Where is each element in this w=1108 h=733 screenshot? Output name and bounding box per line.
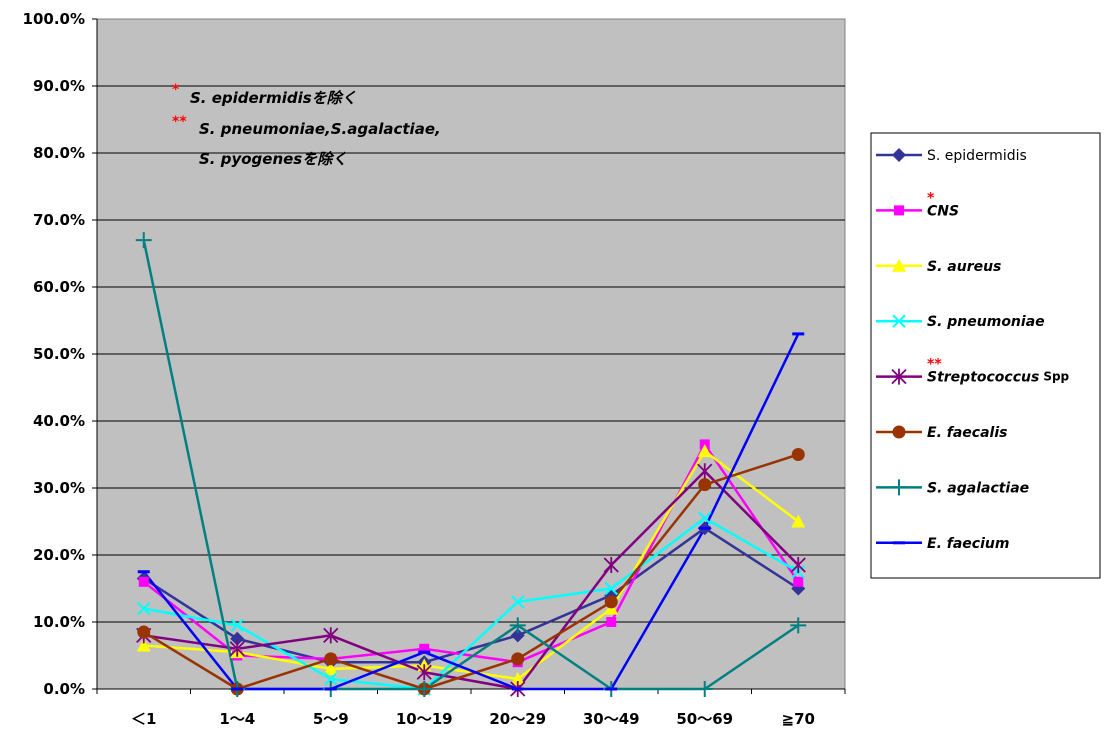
legend-label: Streptococcus [927, 370, 1039, 386]
data-point-3-6 [698, 511, 712, 525]
x-tick-label: 5～9 [313, 710, 349, 728]
data-point-6-4 [509, 617, 526, 634]
legend-suffix: Spp [1043, 370, 1069, 384]
legend-marker [892, 314, 906, 328]
annotation-1-text: S. epidermidisを除く [190, 89, 357, 107]
annotation-block: * S. epidermidisを除く ** S. pneumoniae,S.a… [172, 82, 441, 168]
data-point-5-5 [604, 595, 618, 609]
annotation-3-text: S. pyogenesを除く [199, 150, 347, 168]
y-axis: 0.0% 10.0% 20.0% 30.0% 40.0% 50.0% 60.0% 70.0% 8… [23, 10, 98, 698]
data-point-5-7 [791, 448, 805, 461]
x-tick-label: 1～4 [219, 710, 255, 728]
series-line-4 [143, 470, 800, 691]
data-point-3-1 [230, 618, 244, 633]
legend-label: S. aureus [927, 259, 1001, 275]
x-tick-label: 50～69 [676, 710, 733, 728]
data-point-0-1 [230, 631, 245, 646]
data-point-4-1 [229, 640, 245, 657]
data-point-1-0 [138, 576, 149, 587]
data-point-1-5 [606, 617, 617, 627]
y-tick-label: 20.0% [33, 546, 85, 564]
y-tick-label: 70.0% [33, 211, 85, 229]
x-tick-label: 20～29 [489, 710, 546, 728]
y-tick-label: 60.0% [33, 278, 85, 296]
series-markers [135, 232, 807, 697]
y-tick-label: 80.0% [33, 144, 85, 162]
x-tick-label: ≧70 [782, 710, 815, 728]
data-point-1-3 [419, 643, 430, 654]
legend-label: S. agalactiae [927, 480, 1029, 496]
data-point-5-0 [137, 625, 151, 639]
legend-label: E. faecium [927, 536, 1009, 552]
series-line-0 [143, 526, 799, 664]
series-line-7 [142, 333, 800, 691]
data-point-2-6 [697, 444, 712, 458]
data-point-6-6 [696, 681, 713, 697]
y-tick-label: 0.0% [43, 680, 85, 698]
data-point-5-4 [511, 652, 525, 666]
data-point-2-2 [323, 661, 338, 675]
data-point-4-7 [790, 557, 806, 574]
series-lines [142, 239, 800, 691]
x-tick-label: 10～19 [396, 710, 453, 728]
data-point-3-4 [511, 595, 525, 609]
data-point-6-7 [790, 617, 807, 634]
data-point-4-6 [697, 463, 713, 480]
data-point-2-4 [510, 671, 525, 685]
x-tick-label: ＜1 [131, 710, 156, 728]
annotation-2-mark: ** [172, 114, 187, 130]
data-point-3-0 [137, 601, 151, 616]
legend-marker [891, 479, 907, 496]
legend-marker [892, 425, 906, 439]
legend-label: S. epidermidis [927, 148, 1027, 164]
data-point-5-6 [698, 478, 712, 492]
annotation-2-text: S. pneumoniae,S.agalactiae, [199, 120, 441, 138]
y-tick-label: 90.0% [33, 77, 85, 95]
data-point-2-7 [791, 514, 806, 528]
legend-label: S. pneumoniae [927, 314, 1045, 330]
y-tick-label: 40.0% [33, 412, 85, 430]
y-tick-label: 30.0% [33, 479, 85, 497]
data-point-2-0 [136, 638, 151, 652]
x-axis: ＜1 1～4 5～9 10～19 20～29 30～49 50～69 ≧70 [96, 688, 846, 728]
data-point-3-2 [324, 672, 338, 686]
legend-marker [892, 148, 906, 162]
data-point-4-2 [323, 627, 339, 644]
data-point-0-4 [510, 628, 525, 643]
data-point-6-3 [416, 681, 433, 697]
legend-marker [892, 258, 906, 272]
data-point-5-2 [324, 652, 338, 666]
x-tick-label: 30～49 [583, 710, 640, 728]
y-tick-label: 100.0% [23, 10, 85, 28]
data-point-3-5 [604, 581, 618, 596]
legend-label: E. faecalis [927, 425, 1007, 441]
legend-mark: ** [927, 357, 942, 373]
data-point-4-5 [603, 557, 619, 574]
legend-box [870, 132, 1101, 579]
legend-label: CNS [927, 203, 959, 219]
legend-mark: * [927, 190, 935, 206]
data-point-1-7 [793, 576, 804, 587]
series-line-5 [143, 453, 799, 691]
data-point-4-3 [416, 664, 432, 681]
y-tick-label: 50.0% [33, 345, 85, 363]
legend-marker [891, 368, 907, 385]
y-tick-label: 10.0% [33, 613, 85, 631]
annotation-1-mark: * [172, 82, 180, 98]
series-line-3 [143, 516, 799, 691]
series-line-2 [143, 449, 800, 681]
legend-marker [894, 205, 904, 216]
legend: S. epidermidis *CNS S. aureus S. pneumoniae… [870, 132, 1101, 579]
data-point-6-0 [135, 232, 152, 249]
